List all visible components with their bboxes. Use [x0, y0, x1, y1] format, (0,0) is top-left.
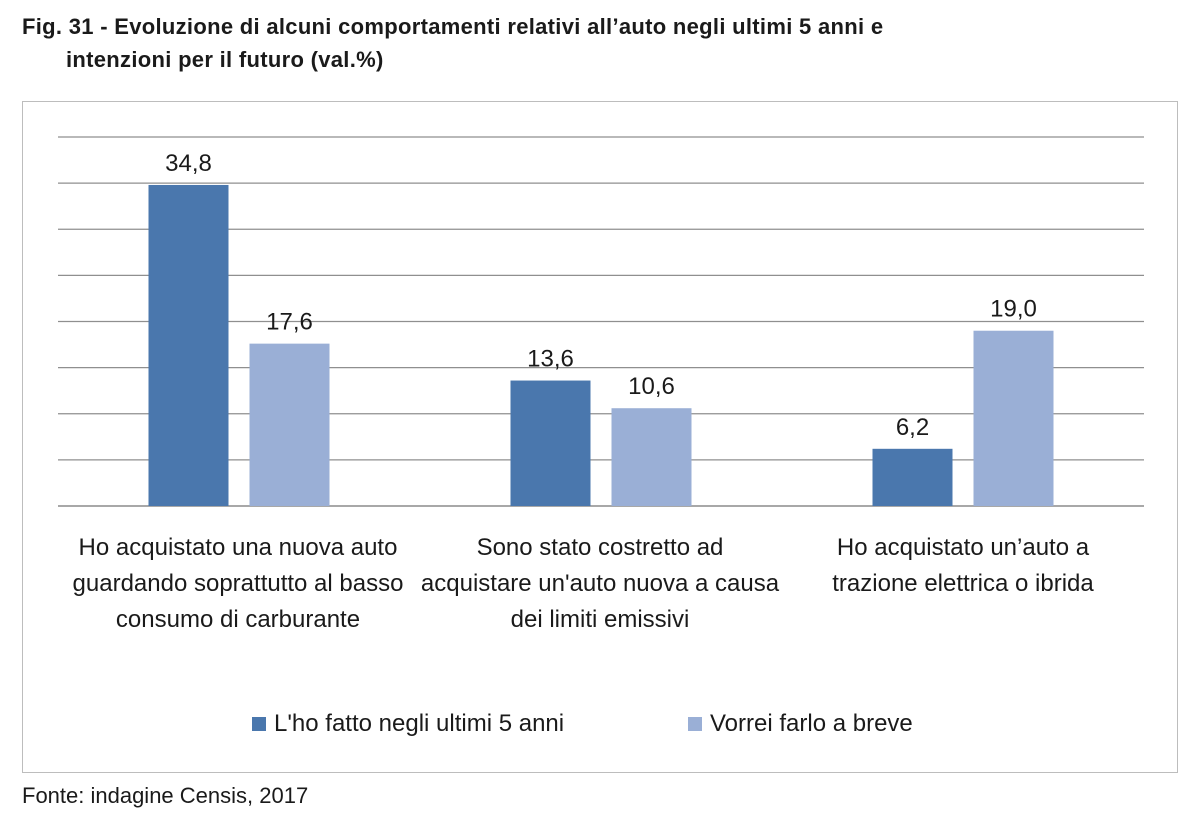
data-label-series-0-cat-0: 34,8 [165, 150, 212, 177]
category-label-1: Sono stato costretto ad acquistare un'au… [420, 534, 780, 633]
figure-title-line2: intenzioni per il futuro (val.%) [66, 47, 384, 72]
bar-series-1-cat-2 [973, 330, 1054, 506]
bar-series-1-cat-0 [249, 343, 330, 506]
data-label-series-1-cat-2: 19,0 [990, 296, 1037, 323]
legend-item-series-0: L'ho fatto negli ultimi 5 anni [252, 710, 564, 738]
legend-swatch-series-0 [252, 717, 266, 731]
bar-series-1-cat-1 [611, 408, 692, 506]
category-label-0: Ho acquistato una nuova auto guardando s… [72, 534, 404, 633]
legend-label-series-0: L'ho fatto negli ultimi 5 anni [274, 710, 565, 737]
category-label-2: Ho acquistato un’auto a trazione elettri… [832, 534, 1094, 597]
figure-title-line1: Fig. 31 - Evoluzione di alcuni comportam… [22, 14, 884, 39]
bar-series-0-cat-0 [148, 184, 229, 506]
data-label-series-1-cat-0: 17,6 [266, 309, 313, 336]
legend-item-series-1: Vorrei farlo a breve [688, 710, 913, 738]
bar-series-0-cat-1 [510, 380, 591, 506]
figure-source: Fonte: indagine Censis, 2017 [22, 783, 309, 808]
data-label-series-0-cat-1: 13,6 [527, 346, 574, 373]
chart-legend: L'ho fatto negli ultimi 5 anni Vorrei fa… [0, 710, 1200, 744]
figure-title: Fig. 31 - Evoluzione di alcuni comportam… [22, 10, 1177, 76]
data-label-series-1-cat-1: 10,6 [628, 373, 675, 400]
bar-series-0-cat-2 [872, 448, 953, 506]
data-label-series-0-cat-2: 6,2 [896, 414, 929, 441]
legend-swatch-series-1 [688, 717, 702, 731]
legend-label-series-1: Vorrei farlo a breve [710, 710, 913, 737]
chart-frame [22, 101, 1178, 773]
